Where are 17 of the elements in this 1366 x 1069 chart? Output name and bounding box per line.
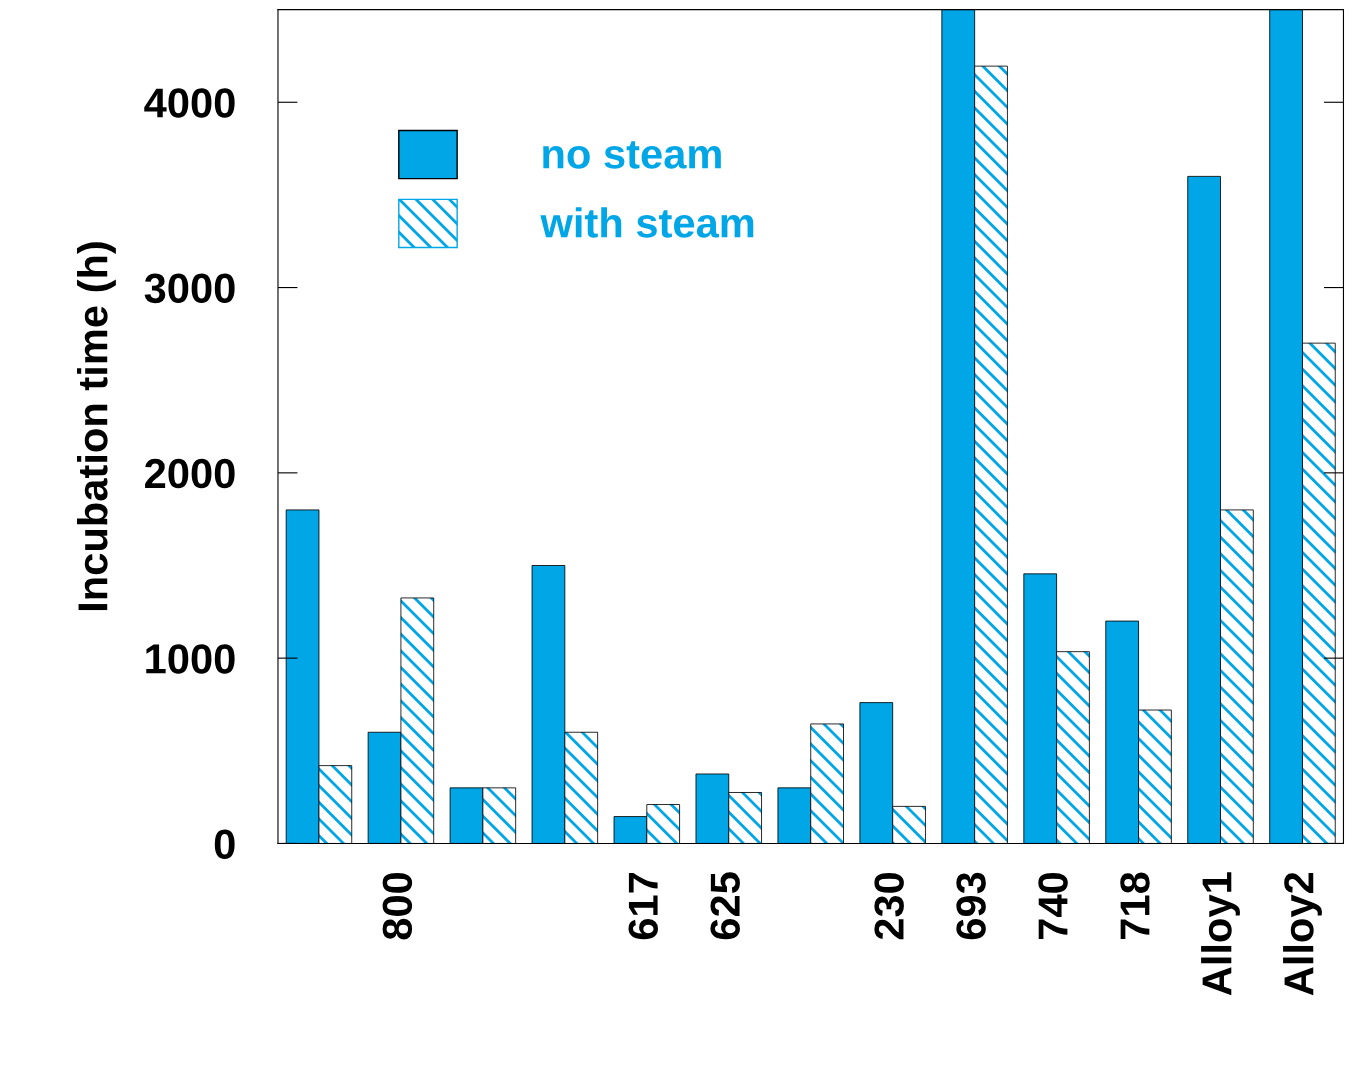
y-tick-label: 1000	[146, 644, 235, 674]
legend-label: no steam	[543, 141, 721, 169]
y-tick-label: 3000	[144, 273, 235, 304]
y-axis-title: Incubation time (h)	[77, 242, 116, 611]
x-tick-label: 230	[874, 872, 904, 940]
y-tick-label: 0	[214, 829, 235, 859]
x-tick-label: 718	[1120, 872, 1150, 939]
x-tick-label: 693	[956, 872, 986, 940]
x-tick-label: Alloy2	[1283, 872, 1322, 996]
x-tick-label: Alloy1	[1201, 872, 1240, 996]
x-tick-label: 800	[382, 872, 413, 940]
x-tick-label: 740	[1038, 872, 1068, 939]
legend-label: with steam	[540, 207, 754, 238]
x-tick-label: 617	[628, 873, 658, 940]
y-tick-label: 2000	[145, 458, 235, 489]
y-tick-label: 4000	[144, 88, 235, 118]
x-tick-label: 625	[710, 872, 740, 940]
